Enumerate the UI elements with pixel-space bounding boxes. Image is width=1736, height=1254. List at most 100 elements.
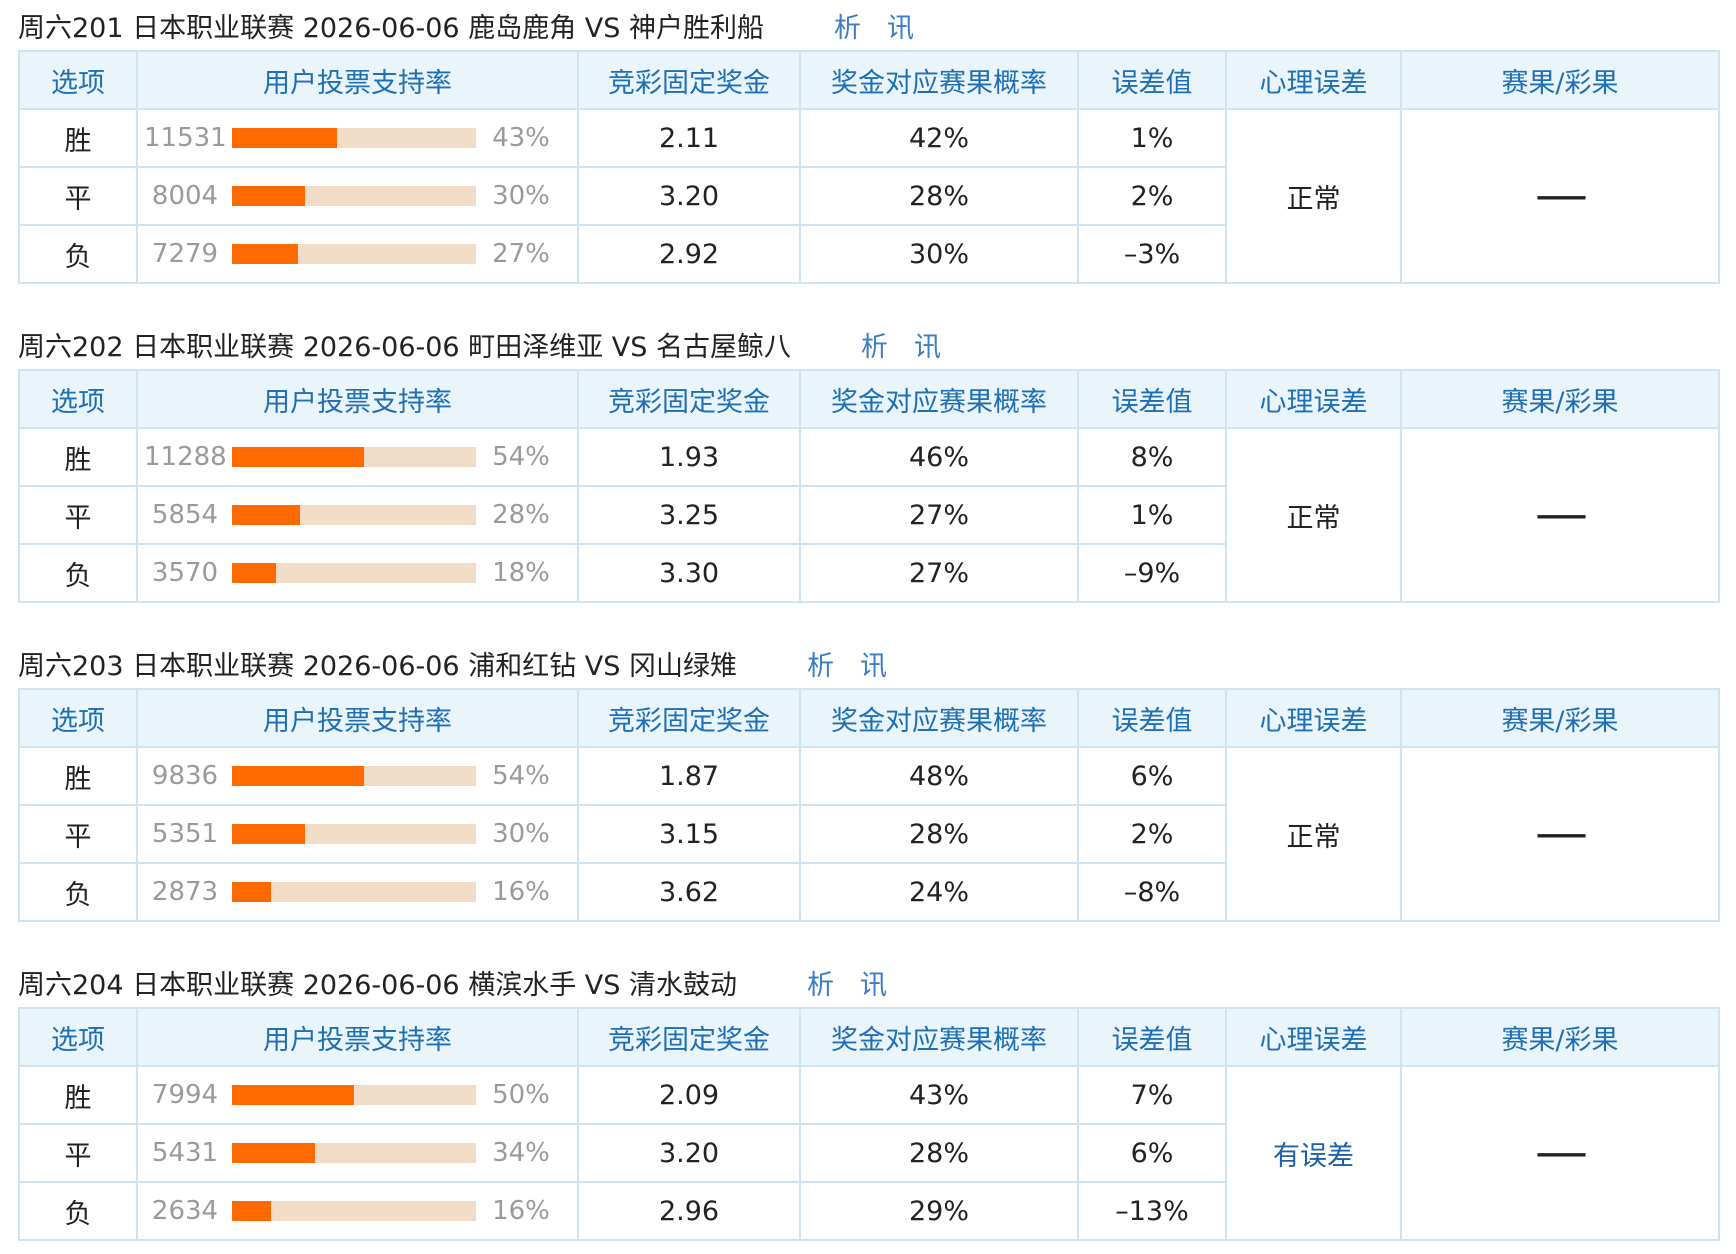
result-cell: ——: [1400, 1065, 1720, 1241]
probability-cell: 28%: [799, 166, 1079, 226]
support-bar: [232, 447, 476, 467]
vote-count: 8004: [151, 181, 219, 211]
header-probability: 奖金对应赛果概率: [799, 50, 1079, 110]
support-wrap: 3570 18%: [138, 545, 577, 601]
support-bar-fill: [232, 1201, 272, 1221]
option-cell: 负: [18, 1181, 138, 1241]
error-cell: 6%: [1077, 1123, 1227, 1183]
vote-count: 5351: [151, 819, 219, 849]
support-bar: [232, 1201, 476, 1221]
error-cell: 2%: [1077, 804, 1227, 864]
option-cell: 平: [18, 485, 138, 545]
support-bar: [232, 244, 476, 264]
analysis-link[interactable]: 析: [860, 331, 888, 363]
fixed-odds-cell: 3.25: [577, 485, 801, 545]
match-title: 周六202 日本职业联赛 2026-06-06 町田泽维亚 VS 名古屋鲸八 析讯: [18, 319, 941, 369]
header-row: 选项 用户投票支持率 竞彩固定奖金 奖金对应赛果概率 误差值 心理误差 赛果/彩果: [18, 688, 1720, 748]
match-title-text: 周六202 日本职业联赛 2026-06-06 町田泽维亚 VS 名古屋鲸八: [18, 331, 791, 363]
support-bar-fill: [232, 244, 298, 264]
header-probability: 奖金对应赛果概率: [799, 1007, 1079, 1067]
support-wrap: 11288 54%: [138, 429, 577, 485]
option-cell: 负: [18, 224, 138, 284]
support-percent: 27%: [492, 239, 550, 269]
header-error: 误差值: [1077, 50, 1227, 110]
support-percent: 30%: [492, 819, 550, 849]
news-link[interactable]: 讯: [913, 331, 941, 363]
probability-cell: 43%: [799, 1065, 1079, 1125]
probability-cell: 46%: [799, 427, 1079, 487]
header-result: 赛果/彩果: [1400, 1007, 1720, 1067]
header-fixed-odds: 竞彩固定奖金: [577, 50, 801, 110]
header-psych-error: 心理误差: [1225, 369, 1402, 429]
table-row: 胜 11288 54% 1.93 46% 8% 正常 ——: [18, 427, 1720, 603]
psych-error-cell: 正常: [1225, 746, 1402, 922]
vote-count: 7279: [151, 239, 219, 269]
probability-cell: 48%: [799, 746, 1079, 806]
match-title-text: 周六201 日本职业联赛 2026-06-06 鹿岛鹿角 VS 神户胜利船: [18, 12, 764, 44]
support-wrap: 2634 16%: [138, 1183, 577, 1239]
support-percent: 34%: [492, 1138, 550, 1168]
header-option: 选项: [18, 369, 138, 429]
match-title-text: 周六204 日本职业联赛 2026-06-06 横滨水手 VS 清水鼓动: [18, 969, 737, 1001]
support-percent: 16%: [492, 877, 550, 907]
fixed-odds-cell: 3.20: [577, 166, 801, 226]
support-cell: 5854 28%: [136, 485, 579, 545]
vote-count: 7994: [151, 1080, 219, 1110]
match-title-text: 周六203 日本职业联赛 2026-06-06 浦和红钻 VS 冈山绿雉: [18, 650, 737, 682]
support-bar: [232, 766, 476, 786]
header-result: 赛果/彩果: [1400, 50, 1720, 110]
odds-table: 选项 用户投票支持率 竞彩固定奖金 奖金对应赛果概率 误差值 心理误差 赛果/彩果胜 7994…: [18, 1007, 1720, 1241]
support-bar: [232, 1143, 476, 1163]
psych-error-cell: 正常: [1225, 108, 1402, 284]
vote-count: 5431: [151, 1138, 219, 1168]
table-row: 负 3570 18% 3.30 27% –9%: [18, 543, 1719, 603]
header-option: 选项: [18, 50, 138, 110]
result-cell: ——: [1400, 746, 1720, 922]
table-row: 平 5854 28% 3.25 27% 1%: [18, 485, 1719, 545]
header-fixed-odds: 竞彩固定奖金: [577, 688, 801, 748]
support-bar: [232, 882, 476, 902]
header-error: 误差值: [1077, 1007, 1227, 1067]
support-cell: 5431 34%: [136, 1123, 579, 1183]
news-link[interactable]: 讯: [886, 12, 914, 44]
header-error: 误差值: [1077, 688, 1227, 748]
support-percent: 28%: [492, 500, 550, 530]
analysis-link[interactable]: 析: [833, 12, 861, 44]
support-cell: 9836 54%: [136, 746, 579, 806]
support-wrap: 8004 30%: [138, 168, 577, 224]
option-cell: 胜: [18, 1065, 138, 1125]
analysis-link[interactable]: 析: [806, 969, 834, 1001]
support-bar: [232, 186, 476, 206]
vote-count: 11531: [144, 123, 227, 153]
fixed-odds-cell: 2.09: [577, 1065, 801, 1125]
match-links: 析讯: [807, 644, 887, 683]
probability-cell: 28%: [799, 1123, 1079, 1183]
header-probability: 奖金对应赛果概率: [799, 688, 1079, 748]
support-bar-fill: [232, 186, 306, 206]
support-bar-fill: [232, 563, 276, 583]
error-cell: –8%: [1077, 862, 1227, 922]
support-bar: [232, 824, 476, 844]
support-wrap: 11531 43%: [138, 110, 577, 166]
support-wrap: 2873 16%: [138, 864, 577, 920]
probability-cell: 24%: [799, 862, 1079, 922]
error-cell: 6%: [1077, 746, 1227, 806]
support-cell: 5351 30%: [136, 804, 579, 864]
news-link[interactable]: 讯: [859, 969, 887, 1001]
odds-table: 选项 用户投票支持率 竞彩固定奖金 奖金对应赛果概率 误差值 心理误差 赛果/彩果胜 1153…: [18, 50, 1720, 284]
fixed-odds-cell: 3.30: [577, 543, 801, 603]
support-bar-fill: [232, 882, 272, 902]
analysis-link[interactable]: 析: [806, 650, 834, 682]
news-link[interactable]: 讯: [859, 650, 887, 682]
table-row: 负 7279 27% 2.92 30% –3%: [18, 224, 1719, 284]
fixed-odds-cell: 1.93: [577, 427, 801, 487]
table-row: 负 2634 16% 2.96 29% –13%: [18, 1181, 1719, 1241]
support-wrap: 5351 30%: [138, 806, 577, 862]
match-title: 周六203 日本职业联赛 2026-06-06 浦和红钻 VS 冈山绿雉 析讯: [18, 638, 887, 688]
support-percent: 16%: [492, 1196, 550, 1226]
support-percent: 54%: [492, 442, 550, 472]
support-bar-fill: [232, 128, 337, 148]
vote-count: 2873: [151, 877, 219, 907]
header-support: 用户投票支持率: [136, 369, 579, 429]
probability-cell: 27%: [799, 543, 1079, 603]
